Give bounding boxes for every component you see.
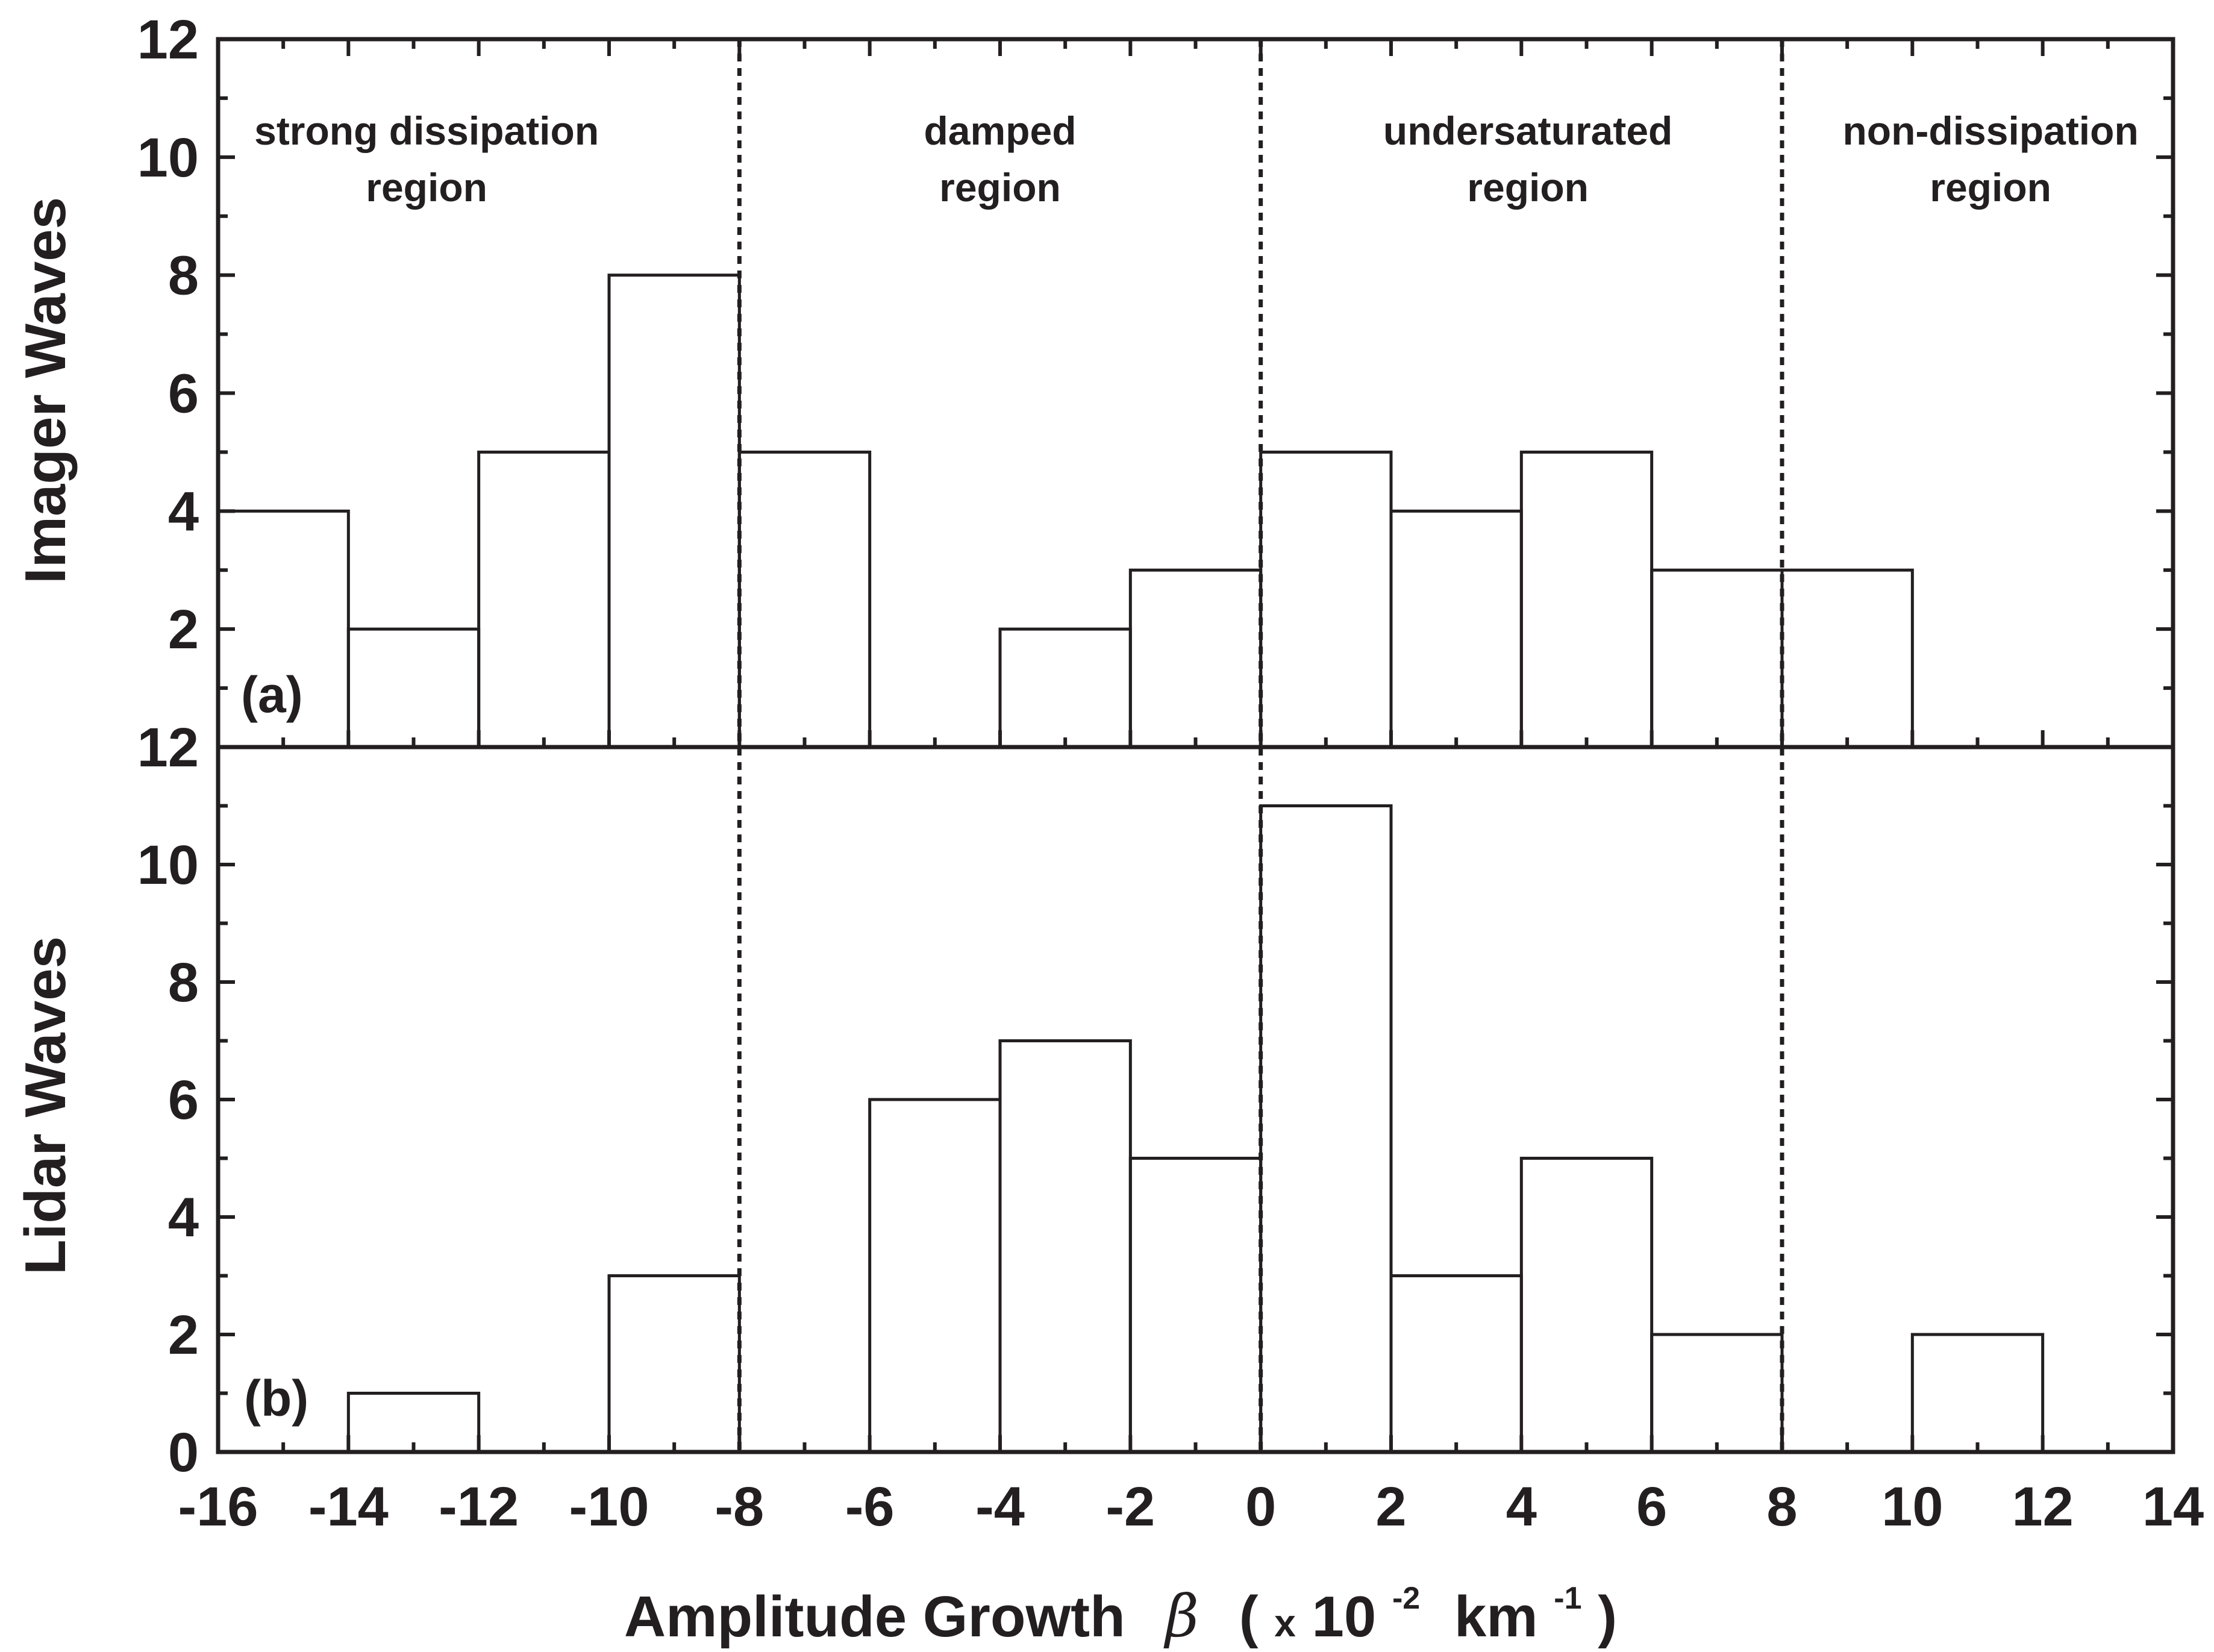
bar-a-11: [1650, 568, 1784, 749]
y-tick-label-b-10: 10: [137, 834, 199, 896]
bars-lidar: [346, 804, 2045, 1454]
region-label-0-line2: region: [366, 165, 487, 210]
bar-b-5: [868, 1098, 1002, 1454]
x-tick-label-4: 4: [1506, 1476, 1537, 1538]
bar-a-9: [1389, 509, 1523, 749]
x-tick-label--14: -14: [308, 1476, 389, 1538]
x-tick-label--12: -12: [439, 1476, 519, 1538]
panel-label-a: (a): [241, 666, 303, 723]
x-tick-label-14: 14: [2142, 1476, 2204, 1538]
x-tick-label-10: 10: [1881, 1476, 1943, 1538]
y-tick-labels: 2 4 6 8 10 12 0 2 4 6 8 10 12: [137, 9, 199, 1483]
bar-b-3: [607, 1274, 741, 1454]
x-tick-label--6: -6: [845, 1476, 895, 1538]
x-tick-label-8: 8: [1766, 1476, 1797, 1538]
x-tick-labels: -16 -14 -12 -10 -8 -6 -4 -2 0 2 4 6 8 10 12 14: [178, 1476, 2204, 1538]
bar-b-10: [1519, 1157, 1654, 1454]
bar-b-6: [998, 1039, 1132, 1454]
axis-ticks: [216, 37, 2175, 1454]
x-tick-label--10: -10: [569, 1476, 649, 1538]
x-axis-title-exp2: -1: [1554, 1581, 1581, 1616]
bar-a-6: [998, 627, 1132, 749]
y-tick-label-b-2: 2: [168, 1304, 199, 1366]
region-labels: strong dissipation region damped region unde…: [254, 108, 2139, 210]
x-axis-title-base: 10: [1312, 1585, 1377, 1649]
bar-b-11: [1650, 1333, 1784, 1454]
x-tick-label--4: -4: [975, 1476, 1025, 1538]
x-axis-title-paren-open: (: [1239, 1585, 1259, 1649]
y-axis-title-lidar: Lidar Waves: [13, 936, 78, 1275]
y-tick-label-a-10: 10: [137, 127, 199, 189]
bar-b-7: [1128, 1157, 1263, 1454]
region-label-2-line2: region: [1467, 165, 1589, 210]
x-tick-label-12: 12: [2012, 1476, 2073, 1538]
y-tick-label-b-0: 0: [168, 1422, 199, 1483]
bar-a-2: [477, 450, 611, 749]
region-label-2-line1: undersaturated: [1383, 108, 1672, 153]
x-tick-label--8: -8: [715, 1476, 764, 1538]
bar-a-10: [1519, 450, 1654, 749]
region-label-1-line1: damped: [924, 108, 1076, 153]
x-axis-title-x: x: [1274, 1601, 1296, 1645]
x-tick-label-0: 0: [1245, 1476, 1276, 1538]
bar-b-13: [1910, 1333, 2045, 1454]
bar-a-3: [607, 274, 741, 749]
panel-a-imager: [216, 274, 1914, 749]
bar-a-8: [1259, 450, 1393, 749]
bar-b-8: [1259, 804, 1393, 1454]
region-label-0-line1: strong dissipation: [254, 108, 599, 153]
x-tick-label-6: 6: [1636, 1476, 1667, 1538]
bar-a-1: [346, 627, 481, 749]
bar-a-12: [1780, 568, 1914, 749]
bar-a-7: [1128, 568, 1263, 749]
x-axis-title-unit: km: [1454, 1585, 1538, 1649]
y-tick-label-a-2: 2: [168, 599, 199, 660]
x-tick-label--2: -2: [1105, 1476, 1155, 1538]
y-tick-label-a-6: 6: [168, 363, 199, 425]
x-tick-label-2: 2: [1375, 1476, 1406, 1538]
x-axis-title-exp1: -2: [1392, 1581, 1420, 1616]
y-tick-label-a-4: 4: [168, 481, 199, 542]
panel-label-b: (b): [244, 1370, 308, 1427]
y-tick-label-b-4: 4: [168, 1187, 199, 1248]
y-tick-label-b-6: 6: [168, 1069, 199, 1131]
x-axis-title-prefix: Amplitude Growth: [624, 1585, 1125, 1649]
region-boundary-lines: [737, 39, 1784, 1452]
bars-imager: [216, 274, 1914, 749]
region-label-3-line1: non-dissipation: [1842, 108, 2138, 153]
x-tick-label--16: -16: [178, 1476, 258, 1538]
y-axis-title-imager: Imager Waves: [13, 197, 78, 584]
x-axis-title-beta: β: [1163, 1583, 1199, 1650]
y-tick-label-b-8: 8: [168, 952, 199, 1013]
x-axis-title: Amplitude Growth β ( x 10 -2 km -1 ): [624, 1557, 1617, 1650]
panel-b-lidar: [346, 804, 2045, 1454]
y-tick-label-a-12: 12: [137, 9, 199, 70]
bar-b-9: [1389, 1274, 1523, 1454]
y-tick-label-a-8: 8: [168, 245, 199, 307]
y-tick-label-b-12: 12: [137, 717, 199, 778]
region-label-1-line2: region: [939, 165, 1061, 210]
x-axis-title-paren-close: ): [1598, 1585, 1617, 1649]
region-label-3-line2: region: [1930, 165, 2051, 210]
bar-a-4: [737, 450, 872, 749]
